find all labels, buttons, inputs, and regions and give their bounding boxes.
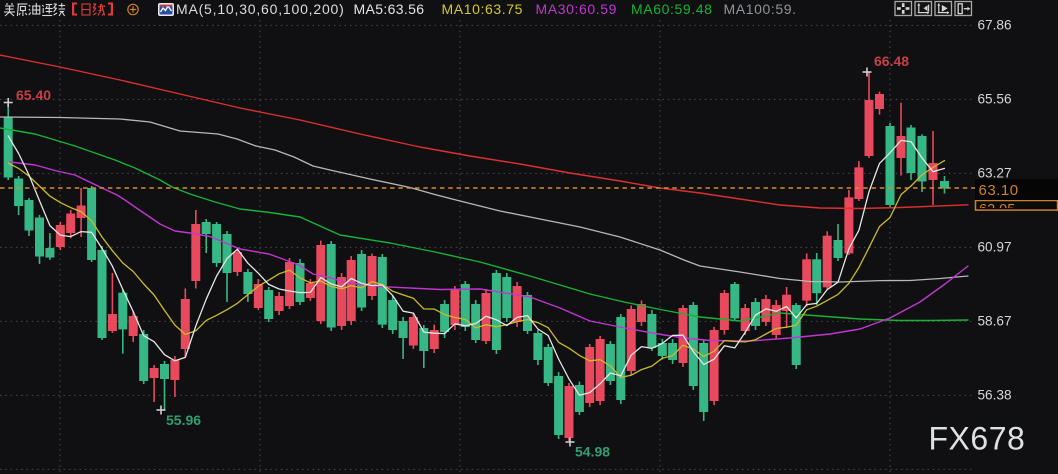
svg-text:MA10:63.75: MA10:63.75 [442, 1, 524, 17]
svg-text:55.96: 55.96 [166, 412, 201, 428]
svg-text:MA100:59.: MA100:59. [724, 1, 797, 17]
svg-text:66.48: 66.48 [874, 53, 909, 69]
svg-text:58.67: 58.67 [978, 313, 1012, 328]
svg-text:62.05: 62.05 [979, 202, 1015, 218]
svg-text:56.38: 56.38 [978, 387, 1012, 402]
svg-text:60.97: 60.97 [978, 239, 1012, 254]
svg-text:65.40: 65.40 [16, 87, 51, 103]
svg-text:MA(5,10,30,60,100,200): MA(5,10,30,60,100,200) [176, 1, 345, 17]
svg-text:65.56: 65.56 [978, 91, 1012, 106]
svg-text:FX678: FX678 [929, 421, 1026, 457]
svg-text:67.86: 67.86 [978, 17, 1012, 32]
svg-text:MA30:60.59: MA30:60.59 [536, 1, 618, 17]
svg-text:63.27: 63.27 [978, 165, 1012, 180]
svg-text:63.10: 63.10 [979, 182, 1019, 199]
svg-text:MA5:63.56: MA5:63.56 [354, 1, 425, 17]
svg-text:MA60:59.48: MA60:59.48 [631, 1, 713, 17]
svg-text:54.98: 54.98 [575, 444, 610, 460]
